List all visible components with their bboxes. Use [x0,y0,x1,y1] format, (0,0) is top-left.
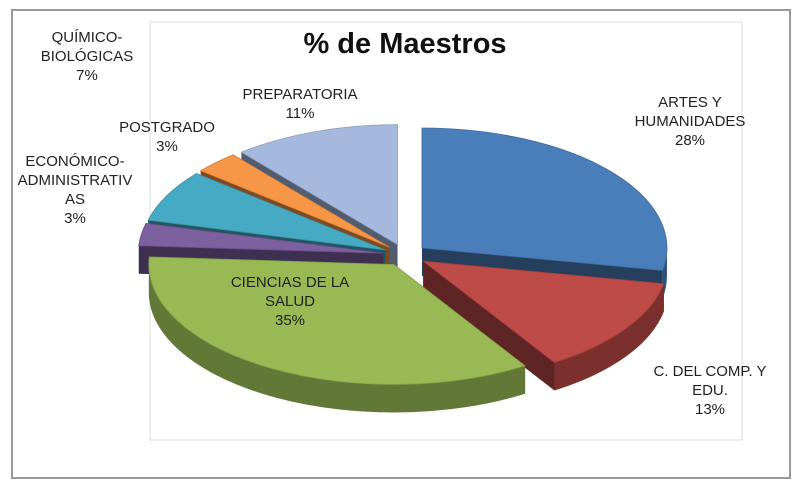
pie-slice [148,256,526,413]
category-label: PREPARATORIA [242,86,358,103]
slice-label: PREPARATORIA 11% [215,85,385,123]
slice-side [423,261,555,391]
slice-top [199,154,390,248]
slice-top [148,256,526,385]
slice-label: POSTGRADO 3% [82,118,252,156]
category-label: QUÍMICO- BIOLÓGICAS [40,29,134,65]
category-label: POSTGRADO [119,119,215,136]
slice-label: ARTES Y HUMANIDADES 28% [605,93,775,150]
chart-title: % de Maestros [303,28,507,60]
category-label: ARTES Y HUMANIDADES [634,94,746,130]
slice-top [240,124,398,246]
slice-wall [554,283,664,391]
slice-label: CIENCIAS DE LA SALUD 35% [205,273,375,330]
category-label: ECONÓMICO- ADMINISTRATIV AS [17,153,133,208]
category-label: CIENCIAS DE LA SALUD [230,274,350,310]
slice-top [421,260,665,363]
slice-label: ECONÓMICO- ADMINISTRATIV AS 3% [0,152,160,228]
value-label: 3% [156,138,178,155]
value-label: 35% [274,312,306,329]
slice-label: C. DEL COMP. Y EDU. 13% [625,362,795,419]
slice-top [421,127,668,271]
slice-top [138,223,384,254]
slice-top [147,173,386,251]
value-label: 11% [285,105,315,122]
slice-label: QUÍMICO- BIOLÓGICAS 7% [2,28,172,85]
pie-slice [421,260,665,391]
value-label: 3% [64,210,86,227]
value-label: 7% [76,67,98,84]
value-label: 28% [674,132,706,149]
slice-wall [148,264,526,413]
category-label: C. DEL COMP. Y EDU. [653,363,767,399]
value-label: 13% [694,401,726,418]
